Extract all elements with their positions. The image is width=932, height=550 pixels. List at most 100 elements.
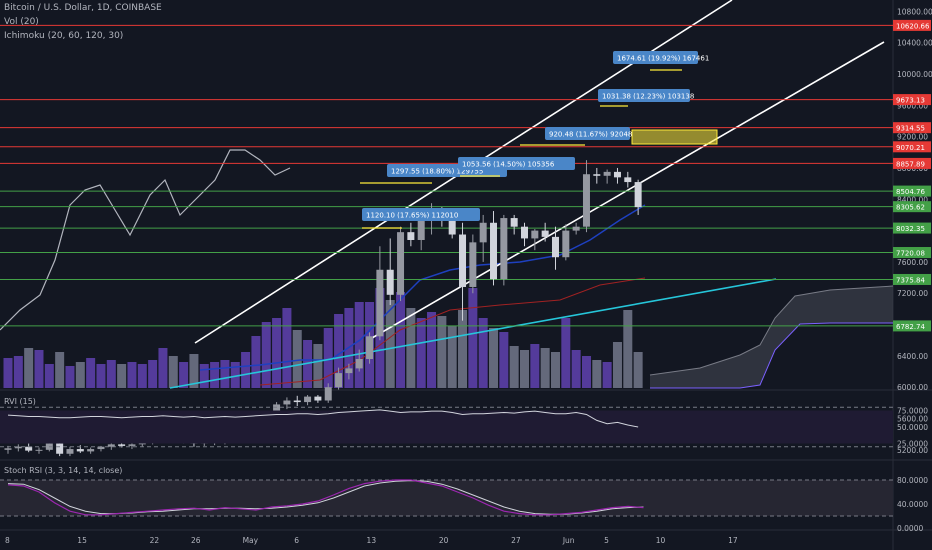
volume-bar [210, 362, 220, 388]
price-tick: 10400.00 [897, 39, 932, 48]
level-tag-label: 8857.89 [896, 160, 925, 168]
volume-bar [530, 344, 540, 388]
candle-body [531, 230, 539, 239]
price-tick: 9200.00 [897, 133, 928, 142]
candle-body [582, 174, 590, 227]
price-tick: 10800.00 [897, 7, 932, 16]
volume-bar [323, 328, 333, 388]
level-tag [893, 122, 931, 134]
measure-label: 1120.10 (17.65%) 112010 [366, 212, 458, 220]
stoch-tick: 40.0000 [897, 500, 928, 509]
level-tag-label: 9314.55 [896, 125, 925, 133]
time-tick: 17 [728, 536, 738, 545]
symbol-legend[interactable]: Bitcoin / U.S. Dollar, 1D, COINBASE [4, 3, 162, 13]
candle-body [107, 444, 115, 447]
level-tag-label: 9070.21 [896, 144, 925, 152]
candle-body [376, 269, 384, 337]
volume-bar [127, 362, 137, 388]
volume-bar [550, 352, 560, 388]
level-tag [893, 247, 931, 259]
time-tick: 10 [656, 536, 666, 545]
level-tag [893, 94, 931, 106]
candle-body [335, 373, 343, 388]
rvi-tick: 50.0000 [897, 423, 928, 432]
ichimoku-legend[interactable]: Ichimoku (20, 60, 120, 30) [4, 31, 124, 41]
candle-body [4, 448, 12, 450]
rvi-panel [0, 406, 893, 448]
volume-bar [334, 314, 344, 388]
volume-bar [44, 364, 54, 388]
chikou-span [0, 149, 291, 331]
candle-body [14, 446, 22, 449]
volume-bar [427, 312, 437, 388]
time-tick: Jun [562, 536, 575, 545]
candle-body [35, 449, 43, 451]
volume-legend[interactable]: Vol (20) [4, 17, 39, 27]
measure-label-box [613, 51, 698, 64]
volume-bar [24, 348, 34, 388]
volume-bar [561, 318, 571, 388]
candle-body [562, 230, 570, 258]
volume-bar [168, 356, 178, 388]
volume-bar [540, 348, 550, 388]
time-axis[interactable]: 8 15 22 26 May 6 13 20 27 Jun 5 10 17 [5, 536, 738, 545]
candle-body [138, 442, 146, 445]
candle-body [624, 177, 632, 183]
volume-bar [199, 364, 209, 388]
volume-bar [581, 356, 591, 388]
candle-body [459, 234, 467, 287]
volume-bar [509, 346, 519, 388]
time-tick: 8 [5, 536, 10, 545]
volume-bar [499, 332, 509, 388]
volume-bar [396, 292, 406, 388]
candle-body [128, 444, 136, 446]
volume-bar [55, 352, 65, 388]
candle-body [397, 232, 405, 295]
highlight-zone [631, 129, 718, 145]
candle-body [66, 449, 74, 454]
rvi-legend[interactable]: RVI (15) [4, 397, 36, 406]
candle-body [314, 396, 322, 401]
measure-label-box [362, 208, 480, 221]
candle-body [572, 226, 580, 231]
candle-body [490, 222, 498, 280]
price-axis[interactable]: 11200.0010800.0010400.0010000.009600.009… [897, 0, 932, 533]
measure-label: 1053.56 (14.50%) 105356 [462, 161, 555, 169]
rvi-tick: 25.0000 [897, 440, 928, 449]
volume-bar [282, 308, 292, 388]
volume-bar [241, 352, 251, 388]
stoch-tick: 0.0000 [897, 524, 923, 533]
time-tick: 6 [294, 536, 299, 545]
time-tick: 26 [191, 536, 201, 545]
measure-annotations: 1120.10 (17.65%) 112010 1297.55 (18.80%) … [360, 51, 718, 229]
level-tag [893, 185, 931, 197]
candle-body [551, 236, 559, 258]
level-price-tags: 10620.66 9673.13 9314.55 9070.21 8857.89 8504… [893, 19, 931, 332]
price-tick: 6000.00 [897, 383, 928, 392]
volume-bar [385, 300, 395, 388]
price-tick: 6400.00 [897, 352, 928, 361]
volume-bar [489, 328, 499, 388]
volume-bar [261, 322, 271, 388]
candle-body [469, 242, 477, 287]
time-tick: May [243, 536, 259, 545]
volume-bar [416, 318, 426, 388]
level-tag [893, 320, 931, 332]
stoch-rsi-legend[interactable]: Stoch RSI (3, 3, 14, 14, close) [4, 466, 123, 475]
level-tag-label: 9673.13 [896, 97, 925, 105]
volume-bar [458, 310, 468, 388]
candle-body [304, 396, 312, 403]
candle-body [283, 400, 291, 405]
volume-bar [230, 362, 240, 388]
rising-trendline [169, 278, 777, 389]
measure-label: 920.48 (11.67%) 92048 [549, 131, 632, 139]
candle-body [273, 404, 281, 414]
time-tick: 15 [77, 536, 87, 545]
volume-bar [251, 336, 261, 388]
volume-bar [612, 342, 622, 388]
volume-bar [447, 326, 457, 388]
volume-bar [158, 348, 168, 388]
senkou-span-b [650, 322, 893, 389]
volume-bar [13, 356, 23, 388]
